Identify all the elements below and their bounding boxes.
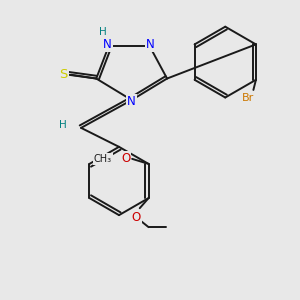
Text: N: N	[146, 38, 155, 51]
Text: S: S	[59, 68, 68, 81]
Text: H: H	[59, 120, 67, 130]
Text: N: N	[127, 95, 136, 108]
Text: Br: Br	[242, 92, 254, 103]
Text: N: N	[103, 38, 112, 51]
Text: CH₃: CH₃	[94, 154, 112, 164]
Text: O: O	[121, 152, 130, 165]
Text: H: H	[99, 27, 106, 37]
Text: O: O	[131, 211, 141, 224]
